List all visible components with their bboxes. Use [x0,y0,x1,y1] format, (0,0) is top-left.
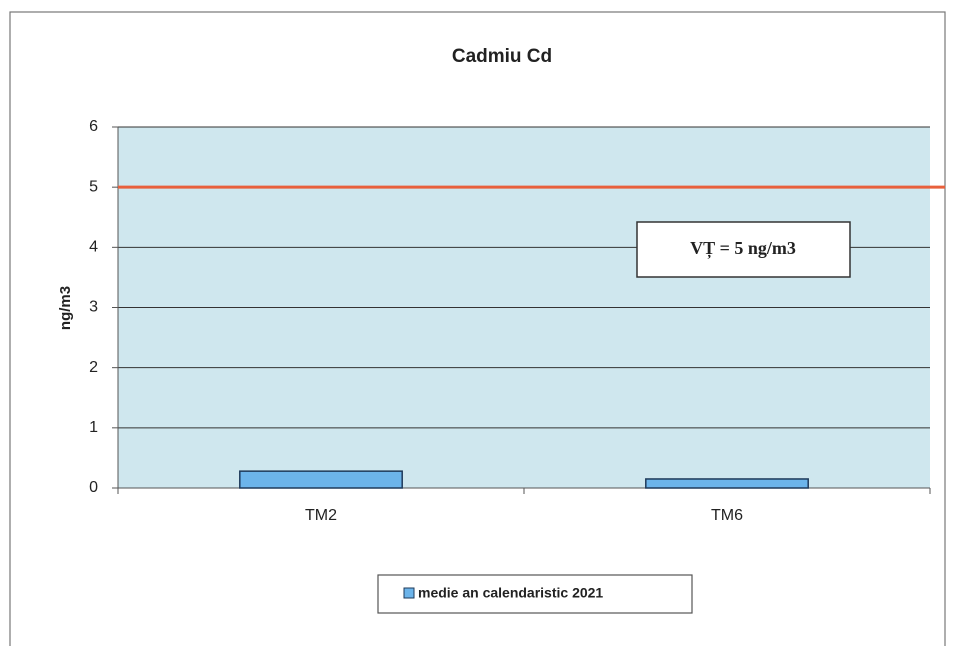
chart-title: Cadmiu Cd [452,46,552,67]
annotation-box [636,221,851,278]
y-axis-label: ng/m3 [57,286,74,330]
annotation: VȚ = 5 ng/m3 [690,238,796,259]
y-tick-label: 3 [89,299,98,316]
legend-label: medie an calendaristic 2021 [418,585,603,601]
bar [645,478,809,489]
legend-box [377,574,693,614]
y-tick-label: 1 [89,419,98,436]
x-tick-label: TM6 [711,507,743,524]
bar [239,470,403,489]
y-tick-label: 6 [89,118,98,135]
y-tick-label: 5 [89,178,98,195]
x-tick-label: TM2 [305,507,337,524]
y-tick-label: 4 [89,239,98,256]
y-tick-label: 2 [89,359,98,376]
y-tick-label: 0 [89,479,98,496]
legend-swatch [403,587,415,599]
